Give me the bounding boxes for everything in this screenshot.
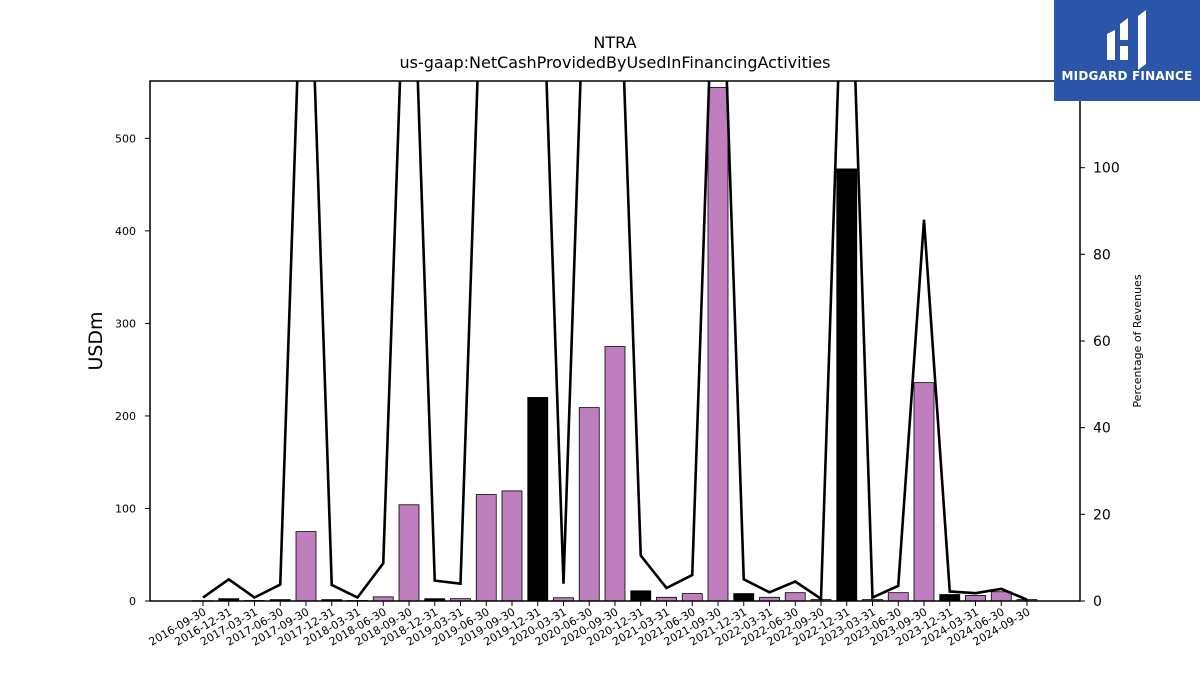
y2-tick-label: 80 [1093,247,1111,263]
bar [887,592,909,602]
y-axis-label: USDm [85,311,107,370]
bar [965,595,986,602]
y2-axis-label: Percentage of Revenues [1131,274,1144,407]
bar [527,397,549,602]
midgard-logo-icon [1107,10,1146,70]
y-tick-label: 500 [115,132,136,145]
y-tick-label: 400 [115,225,136,238]
y-tick-label: 100 [115,502,136,515]
bar [939,594,961,602]
y-tick-label: 0 [129,595,136,608]
y2-tick-label: 40 [1093,421,1111,437]
y-tick-label: 200 [115,410,136,423]
brand-name: MIDGARD FINANCE [1061,69,1193,83]
bar [604,346,626,602]
line-series [202,81,1028,601]
bar [578,407,600,602]
brand-logo: MIDGARD FINANCE [1054,0,1200,101]
y2-tick-label: 100 [1093,161,1120,177]
bar [398,504,420,602]
y2-tick-label: 60 [1093,334,1111,350]
bar [630,590,652,602]
bar [733,593,755,602]
bar [501,490,523,602]
y-tick-label: 300 [115,317,136,330]
bar [784,592,806,602]
bar [707,87,729,602]
bar [836,168,858,602]
chart-title: NTRA [593,33,636,52]
y2-tick-label: 20 [1093,507,1111,523]
bar [295,531,317,602]
chart-subtitle: us-gaap:NetCashProvidedByUsedInFinancing… [399,53,830,72]
bar [475,494,497,602]
plot-frame [149,80,1081,602]
chart-marks: 01002003004005000204060801002016-09-3020… [115,81,1120,649]
bar [681,593,703,602]
bar [913,382,935,602]
y2-tick-label: 0 [1093,594,1102,610]
